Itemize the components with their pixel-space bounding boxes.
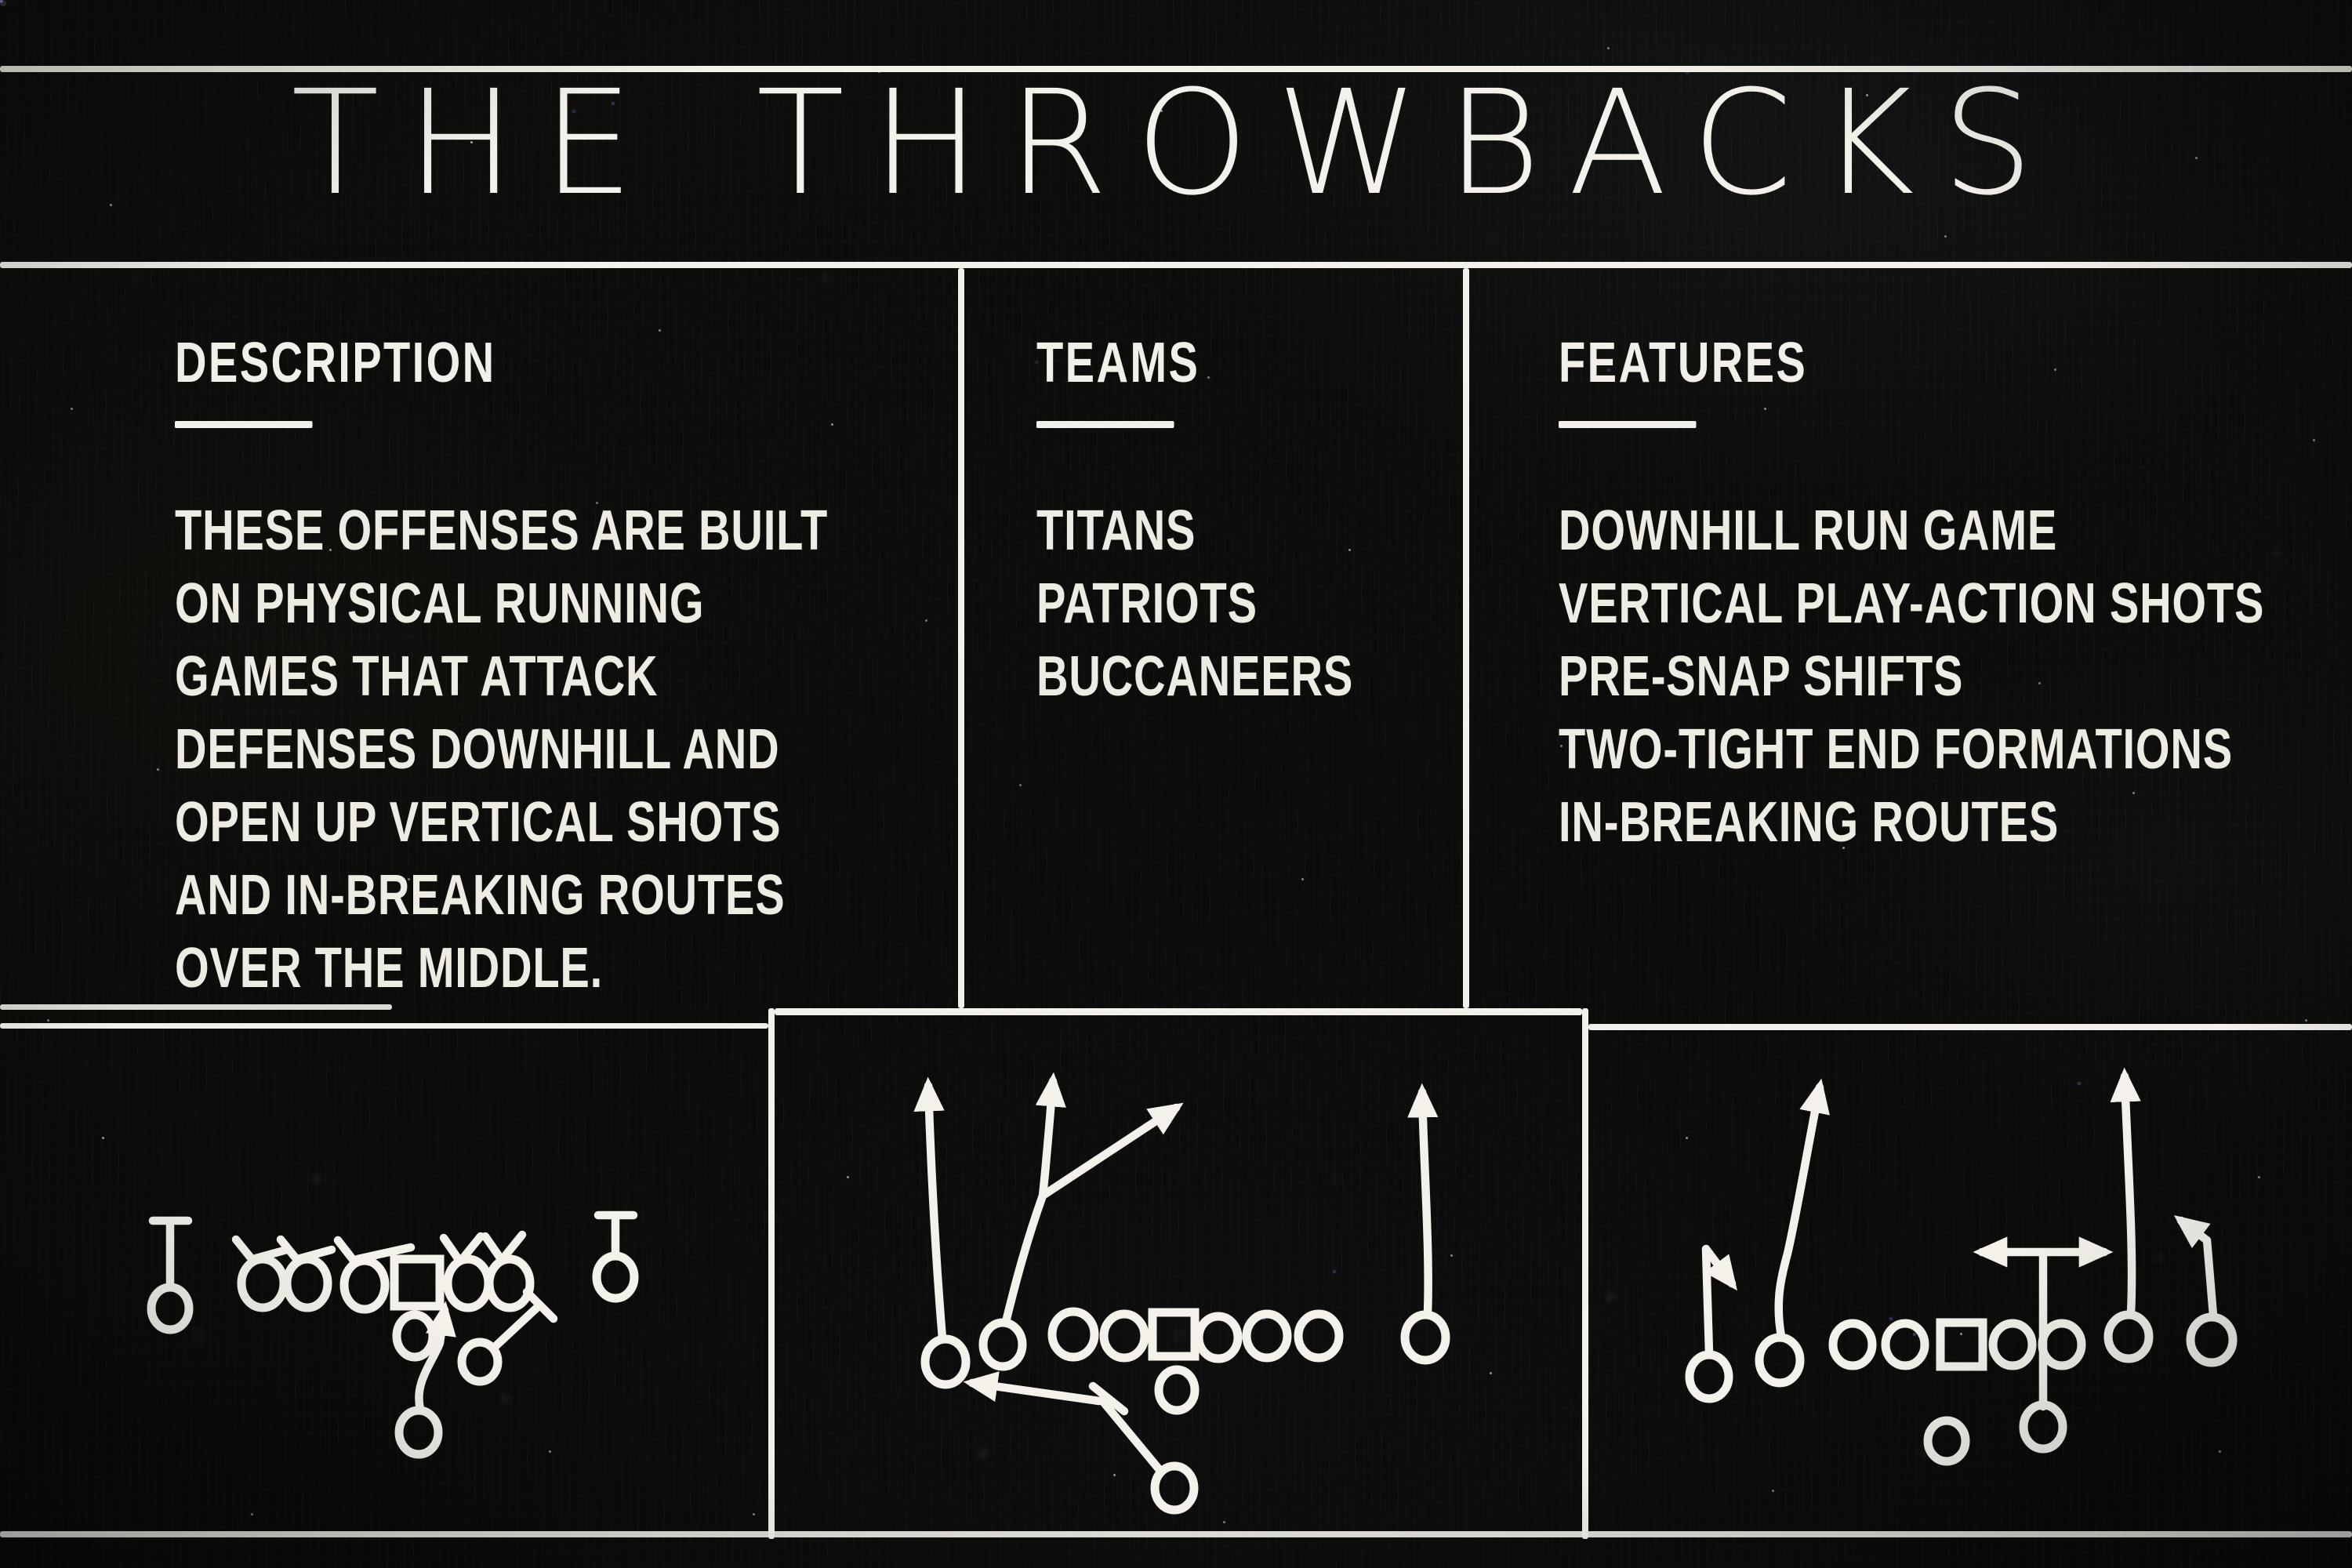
blue-paint-flecks	[0, 0, 3, 3]
back-block-and-motion	[963, 1371, 1199, 1515]
section-bottom-edge-fragment	[0, 1004, 392, 1010]
section-description: DESCRIPTION THESE OFFENSES ARE BUILT ON …	[175, 333, 828, 1005]
features-list: DOWNHILL RUN GAME VERTICAL PLAY-ACTION S…	[1559, 495, 2264, 859]
column-divider-2	[1463, 268, 1469, 1008]
panel-divider-2	[1582, 1008, 1588, 1539]
description-line: GAMES THAT ATTACK	[175, 645, 659, 708]
team-item: PATRIOTS	[1036, 572, 1258, 635]
receiver-post-in-route	[2173, 1215, 2238, 1367]
description-body: THESE OFFENSES ARE BUILT ON PHYSICAL RUN…	[175, 495, 828, 1005]
teams-heading: TEAMS	[1036, 332, 1200, 394]
quarterback	[392, 1310, 437, 1362]
play-action-shot-diagram	[913, 1072, 1450, 1515]
receiver-go-route-left	[913, 1076, 971, 1389]
divider-bottom	[0, 1531, 2352, 1537]
offensive-line	[1047, 1307, 1344, 1363]
feature-item: DOWNHILL RUN GAME	[1559, 499, 2058, 562]
receiver-go-route	[2103, 1067, 2154, 1363]
quarterback	[1154, 1365, 1200, 1415]
description-line: ON PHYSICAL RUNNING	[175, 572, 705, 635]
feature-item: VERTICAL PLAY-ACTION SHOTS	[1559, 572, 2265, 635]
split-end-left	[147, 1216, 194, 1334]
panel3-top-border	[1588, 1024, 2352, 1030]
section-features: FEATURES DOWNHILL RUN GAME VERTICAL PLAY…	[1559, 333, 2264, 859]
receiver-bend-go-route	[1755, 1078, 1830, 1388]
column-divider-1	[958, 268, 964, 1008]
feature-item: TWO-TIGHT END FORMATIONS	[1559, 718, 2233, 781]
receiver-forked-route	[978, 1072, 1184, 1371]
paint-smudges	[0, 0, 6, 6]
receiver-go-route-right	[1400, 1083, 1450, 1365]
section-teams: TEAMS TITANS PATRIOTS BUCCANEERS	[1036, 333, 1353, 713]
panel-divider-1	[768, 1008, 775, 1539]
receiver-comeback-left	[1685, 1244, 1737, 1403]
description-heading: DESCRIPTION	[175, 332, 496, 394]
divider-under-title	[0, 262, 2352, 268]
description-line: DEFENSES DOWNHILL AND	[175, 718, 780, 781]
feature-item: IN-BREAKING ROUTES	[1559, 791, 2060, 854]
dive-run-arrow	[394, 1301, 456, 1459]
description-line: AND IN-BREAKING ROUTES	[175, 864, 786, 927]
teams-heading-rule	[1036, 421, 1174, 428]
quarterback	[1923, 1416, 1970, 1466]
center-t-route-double-arrow	[1973, 1236, 2114, 1454]
shift-motion-play-diagram	[1685, 1067, 2238, 1466]
team-item: BUCCANEERS	[1036, 645, 1354, 708]
features-heading-rule	[1559, 421, 1697, 428]
lead-block-route	[457, 1287, 558, 1386]
description-line: OVER THE MIDDLE.	[175, 937, 604, 1000]
divider-top	[0, 66, 2352, 72]
offensive-line	[237, 1254, 535, 1314]
description-heading-rule	[175, 421, 313, 428]
page-title: THE THROWBACKS	[291, 60, 2061, 227]
teams-list: TITANS PATRIOTS BUCCANEERS	[1036, 495, 1353, 713]
description-line: OPEN UP VERTICAL SHOTS	[175, 791, 782, 854]
paint-speckles	[0, 0, 2, 2]
panel2-top-border	[775, 1008, 1582, 1015]
description-line: THESE OFFENSES ARE BUILT	[175, 499, 829, 562]
features-heading: FEATURES	[1559, 332, 1808, 394]
run-play-diagram	[147, 1210, 639, 1459]
flanker-right	[592, 1210, 639, 1303]
team-item: TITANS	[1036, 499, 1196, 562]
panel1-top-border	[0, 1023, 768, 1029]
blocking-assignment-ticks	[231, 1230, 527, 1266]
feature-item: PRE-SNAP SHIFTS	[1559, 645, 1964, 708]
